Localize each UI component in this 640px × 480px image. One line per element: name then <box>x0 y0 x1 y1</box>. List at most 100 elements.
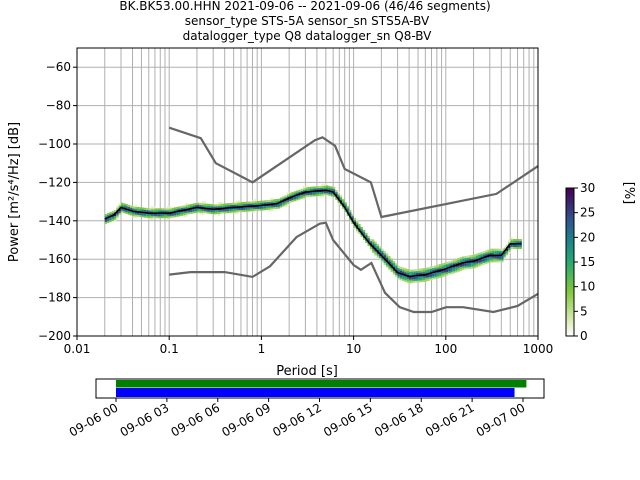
heatmap-cell <box>185 203 188 206</box>
heatmap-cell <box>143 207 147 210</box>
heatmap-cell <box>217 205 221 209</box>
heatmap-cell <box>307 192 310 195</box>
heatmap-cell <box>385 253 389 256</box>
heatmap-cell <box>323 191 327 194</box>
heatmap-cell <box>385 265 389 268</box>
heatmap-cell <box>355 219 359 222</box>
heatmap-cell <box>443 270 446 273</box>
heatmap-cell <box>220 205 223 208</box>
heatmap-cell <box>326 193 329 196</box>
heatmap-cell <box>226 208 230 212</box>
heatmap-cell <box>360 228 363 232</box>
heatmap-cell <box>210 206 214 209</box>
heatmap-cell <box>415 278 419 281</box>
heatmap-cell <box>515 239 518 242</box>
heatmap-cell <box>316 191 320 195</box>
heatmap-cell <box>517 240 520 244</box>
heatmap-cell <box>300 188 303 192</box>
heatmap-cell <box>180 207 184 211</box>
heatmap-cell <box>134 204 138 207</box>
heatmap-cell <box>127 204 131 208</box>
heatmap-cell <box>344 209 347 213</box>
heatmap-cell <box>459 268 463 271</box>
heatmap-cell <box>498 256 502 259</box>
heatmap-cell <box>187 204 191 207</box>
heatmap-cell <box>266 205 269 209</box>
heatmap-cell <box>153 208 156 211</box>
heatmap-cell <box>166 210 170 213</box>
heatmap-cell <box>485 254 488 257</box>
heatmap-cell <box>296 196 299 199</box>
heatmap-cell <box>256 200 260 204</box>
heatmap-cell <box>422 279 426 282</box>
heatmap-cell <box>429 270 433 273</box>
heatmap-cell <box>475 253 479 256</box>
heatmap-cell <box>282 204 285 207</box>
heatmap-cell <box>346 213 350 217</box>
heatmap-cell <box>438 275 442 278</box>
heatmap-cell <box>434 272 437 276</box>
heatmap-cell <box>510 246 513 249</box>
heatmap-cell <box>118 212 121 215</box>
heatmap-cell <box>411 279 414 282</box>
heatmap-cell <box>337 202 340 205</box>
heatmap-cell <box>478 264 481 267</box>
heatmap-cell <box>173 209 177 212</box>
heatmap-cell <box>196 210 200 213</box>
heatmap-cell <box>314 192 317 195</box>
heatmap-cell <box>351 214 354 217</box>
colorbar-segment <box>566 215 574 219</box>
heatmap-cell <box>397 277 400 280</box>
heatmap-cell <box>510 237 513 240</box>
heatmap-cell <box>429 268 433 271</box>
heatmap-cell <box>498 250 502 253</box>
heatmap-cell <box>236 208 239 211</box>
heatmap-cell <box>471 254 474 258</box>
heatmap-cell <box>192 203 195 206</box>
heatmap-cell <box>222 209 225 212</box>
heatmap-cell <box>406 268 410 272</box>
heatmap-cell <box>362 230 366 233</box>
heatmap-cell <box>199 204 202 207</box>
heatmap-cell <box>254 203 257 206</box>
heatmap-cell <box>436 264 439 267</box>
y-tick-label: −200 <box>38 329 71 343</box>
heatmap-cell <box>282 198 285 201</box>
heatmap-cell <box>270 201 274 204</box>
heatmap-cell <box>441 271 444 274</box>
heatmap-cell <box>321 193 324 196</box>
mean-line <box>104 189 521 278</box>
heatmap-cell <box>155 216 158 219</box>
heatmap-cell <box>372 239 375 242</box>
heatmap-cell <box>468 257 472 260</box>
heatmap-cell <box>365 233 368 236</box>
heatmap-cell <box>515 244 518 248</box>
heatmap-cell <box>194 210 197 213</box>
heatmap-cell <box>369 240 373 244</box>
title-line-1: BK.BK53.00.HHN 2021-09-06 -- 2021-09-06 … <box>119 0 490 13</box>
heatmap-cell <box>213 212 216 215</box>
heatmap-cell <box>374 245 377 248</box>
colorbar-tick-label: 30 <box>580 181 595 195</box>
heatmap-cell <box>236 204 239 207</box>
heatmap-cell <box>374 241 377 244</box>
heatmap-cell <box>190 209 193 212</box>
heatmap-cell <box>498 248 502 251</box>
heatmap-cell <box>335 190 338 193</box>
heatmap-cell <box>353 219 356 223</box>
heatmap-cell <box>332 189 336 192</box>
heatmap-cell <box>355 228 359 231</box>
heatmap-cell <box>116 215 119 218</box>
heatmap-cell <box>113 217 117 220</box>
heatmap-cell <box>166 214 170 217</box>
heatmap-cell <box>385 263 389 266</box>
heatmap-cell <box>270 209 274 212</box>
heatmap-cell <box>402 275 405 278</box>
heatmap-cell <box>314 188 317 191</box>
heatmap-cell <box>381 248 384 251</box>
heatmap-cell <box>452 259 456 262</box>
heatmap-cell <box>415 276 419 279</box>
heatmap-cell <box>279 203 283 206</box>
heatmap-cell <box>468 264 472 267</box>
heatmap-cell <box>519 240 522 244</box>
